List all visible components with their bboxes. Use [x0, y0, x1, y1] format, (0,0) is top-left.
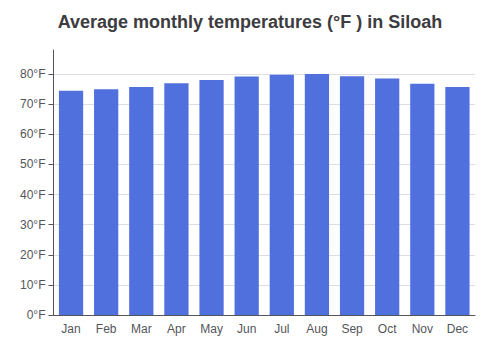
- svg-text:May: May: [200, 322, 223, 336]
- svg-text:Apr: Apr: [167, 322, 186, 336]
- svg-text:40°F: 40°F: [20, 188, 45, 202]
- svg-text:70°F: 70°F: [20, 97, 45, 111]
- svg-text:80°F: 80°F: [20, 67, 45, 81]
- svg-text:Nov: Nov: [412, 322, 433, 336]
- svg-text:10°F: 10°F: [20, 278, 45, 292]
- svg-text:Feb: Feb: [96, 322, 117, 336]
- svg-text:Aug: Aug: [306, 322, 327, 336]
- svg-text:Mar: Mar: [131, 322, 152, 336]
- svg-text:50°F: 50°F: [20, 157, 45, 171]
- svg-text:Average monthly temperatures (: Average monthly temperatures (°F ) in Si…: [58, 12, 443, 32]
- svg-text:Jan: Jan: [61, 322, 80, 336]
- svg-text:Dec: Dec: [447, 322, 468, 336]
- svg-text:Jul: Jul: [274, 322, 289, 336]
- svg-text:Sep: Sep: [341, 322, 363, 336]
- svg-text:60°F: 60°F: [20, 127, 45, 141]
- svg-text:20°F: 20°F: [20, 248, 45, 262]
- svg-text:Oct: Oct: [378, 322, 397, 336]
- svg-text:0°F: 0°F: [27, 308, 46, 322]
- svg-text:Jun: Jun: [237, 322, 256, 336]
- svg-text:30°F: 30°F: [20, 218, 45, 232]
